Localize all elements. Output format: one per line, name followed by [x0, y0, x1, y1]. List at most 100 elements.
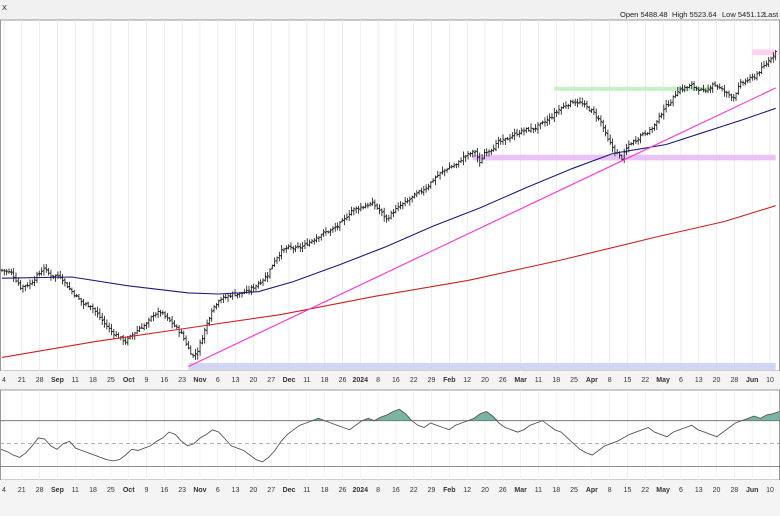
ohlc-bar	[578, 97, 582, 105]
date-tick-label: 21	[18, 377, 26, 384]
ohlc-bar	[492, 144, 496, 152]
ohlc-bar	[23, 284, 27, 292]
date-tick-label: 27	[267, 377, 275, 384]
ohlc-bar	[427, 183, 430, 191]
bottom-date-tick-label: 20	[249, 487, 257, 494]
ohlc-bar	[72, 289, 76, 298]
ohlc-bar	[254, 284, 258, 291]
ohlc-bars	[0, 50, 778, 360]
ohlc-bar	[84, 301, 88, 307]
ohlc-bar	[189, 345, 193, 355]
overlay-line-0	[1, 107, 776, 295]
ohlc-bar	[739, 79, 743, 89]
ohlc-bar	[562, 102, 566, 109]
ohlc-bar	[65, 281, 69, 289]
ohlc-bar	[235, 293, 239, 299]
ohlc-bar	[259, 279, 263, 286]
date-tick-label: 26	[339, 377, 347, 384]
ohlc-bar	[545, 115, 549, 127]
overlay-line-1	[1, 205, 776, 358]
osc-overbought-fill	[1, 409, 779, 421]
bottom-date-tick-label: 20	[713, 487, 721, 494]
date-tick-label: 4	[2, 377, 6, 384]
ohlc-bar	[674, 90, 677, 99]
date-tick-label: Feb	[443, 377, 455, 384]
ohlc-bar	[569, 99, 573, 108]
ohlc-bar	[543, 117, 547, 127]
ohlc-bar	[706, 84, 710, 94]
bottom-date-tick-label: Apr	[586, 487, 598, 494]
ohlc-bar	[16, 277, 20, 286]
bottom-date-tick-label: 18	[321, 487, 329, 494]
ohlc-bar	[769, 56, 773, 64]
ohlc-bar	[263, 272, 267, 282]
ohlc-bar	[366, 202, 370, 209]
ohlc-bar	[438, 171, 442, 180]
ohlc-bar	[277, 251, 281, 262]
ohlc-bar	[671, 95, 675, 107]
ohlc-high: High 5523.64	[672, 10, 717, 19]
ohlc-bar	[350, 206, 353, 216]
ohlc-bar	[767, 57, 771, 68]
ohlc-bar	[557, 104, 561, 115]
ohlc-bar	[678, 86, 682, 95]
ohlc-bar	[5, 269, 9, 276]
ohlc-bar	[636, 137, 640, 145]
ohlc-bar	[587, 105, 591, 112]
ohlc-bar	[445, 167, 449, 173]
ohlc-bar	[480, 154, 484, 164]
ohlc-bar	[389, 210, 393, 220]
ohlc-bar	[249, 285, 253, 296]
ohlc-bar	[352, 207, 356, 216]
date-tick-label: 28	[36, 377, 44, 384]
date-tick-label: 25	[570, 377, 578, 384]
ohlc-bar	[457, 160, 461, 168]
ohlc-bar	[315, 234, 318, 243]
date-tick-label: Jun	[746, 377, 758, 384]
band-2	[188, 363, 776, 370]
ohlc-bar	[289, 242, 293, 250]
ohlc-bar	[657, 112, 661, 124]
ohlc-bar	[702, 84, 705, 93]
date-tick-label: 8	[608, 377, 612, 384]
ohlc-bar	[431, 178, 435, 183]
date-tick-label: Sep	[51, 377, 64, 384]
ohlc-bar	[485, 148, 489, 157]
ohlc-bar	[221, 294, 225, 304]
ohlc-bar	[639, 133, 642, 144]
ohlc-bar	[44, 263, 48, 273]
ohlc-bar	[37, 270, 41, 277]
ohlc-bar	[506, 137, 510, 141]
ohlc-bar	[40, 267, 44, 276]
ohlc-bar	[86, 301, 90, 308]
ohlc-bar	[198, 339, 202, 356]
ohlc-bar	[513, 128, 517, 141]
ohlc-bar	[496, 136, 500, 149]
ohlc-bar	[331, 226, 335, 233]
ohlc-bar	[774, 50, 778, 61]
ohlc-bar	[629, 142, 633, 146]
ohlc-bar	[256, 280, 260, 289]
date-tick-label: Dec	[283, 377, 296, 384]
ohlc-bar	[382, 207, 386, 222]
ohlc-bar	[676, 87, 680, 97]
bottom-date-tick-label: 26	[339, 487, 347, 494]
ohlc-bar	[429, 181, 433, 189]
date-tick-label: 18	[89, 377, 97, 384]
bottom-date-tick-label: 6	[679, 487, 683, 494]
bottom-date-tick-label: 6	[216, 487, 220, 494]
ohlc-bar	[599, 115, 603, 127]
bottom-date-tick-label: 12	[463, 487, 471, 494]
date-tick-label: 10	[766, 377, 774, 384]
ohlc-bar	[760, 62, 764, 75]
ohlc-bar	[413, 192, 416, 199]
bottom-date-tick-label: 16	[392, 487, 400, 494]
bottom-date-tick-label: Dec	[283, 487, 296, 494]
date-tick-label: 16	[160, 377, 168, 384]
ohlc-bar	[61, 274, 64, 285]
ohlc-bar	[203, 327, 207, 344]
ohlc-open: Open 5488.48	[620, 10, 668, 19]
bottom-date-tick-label: Feb	[443, 487, 455, 494]
ohlc-bar	[690, 81, 694, 89]
ohlc-bar	[319, 233, 323, 241]
